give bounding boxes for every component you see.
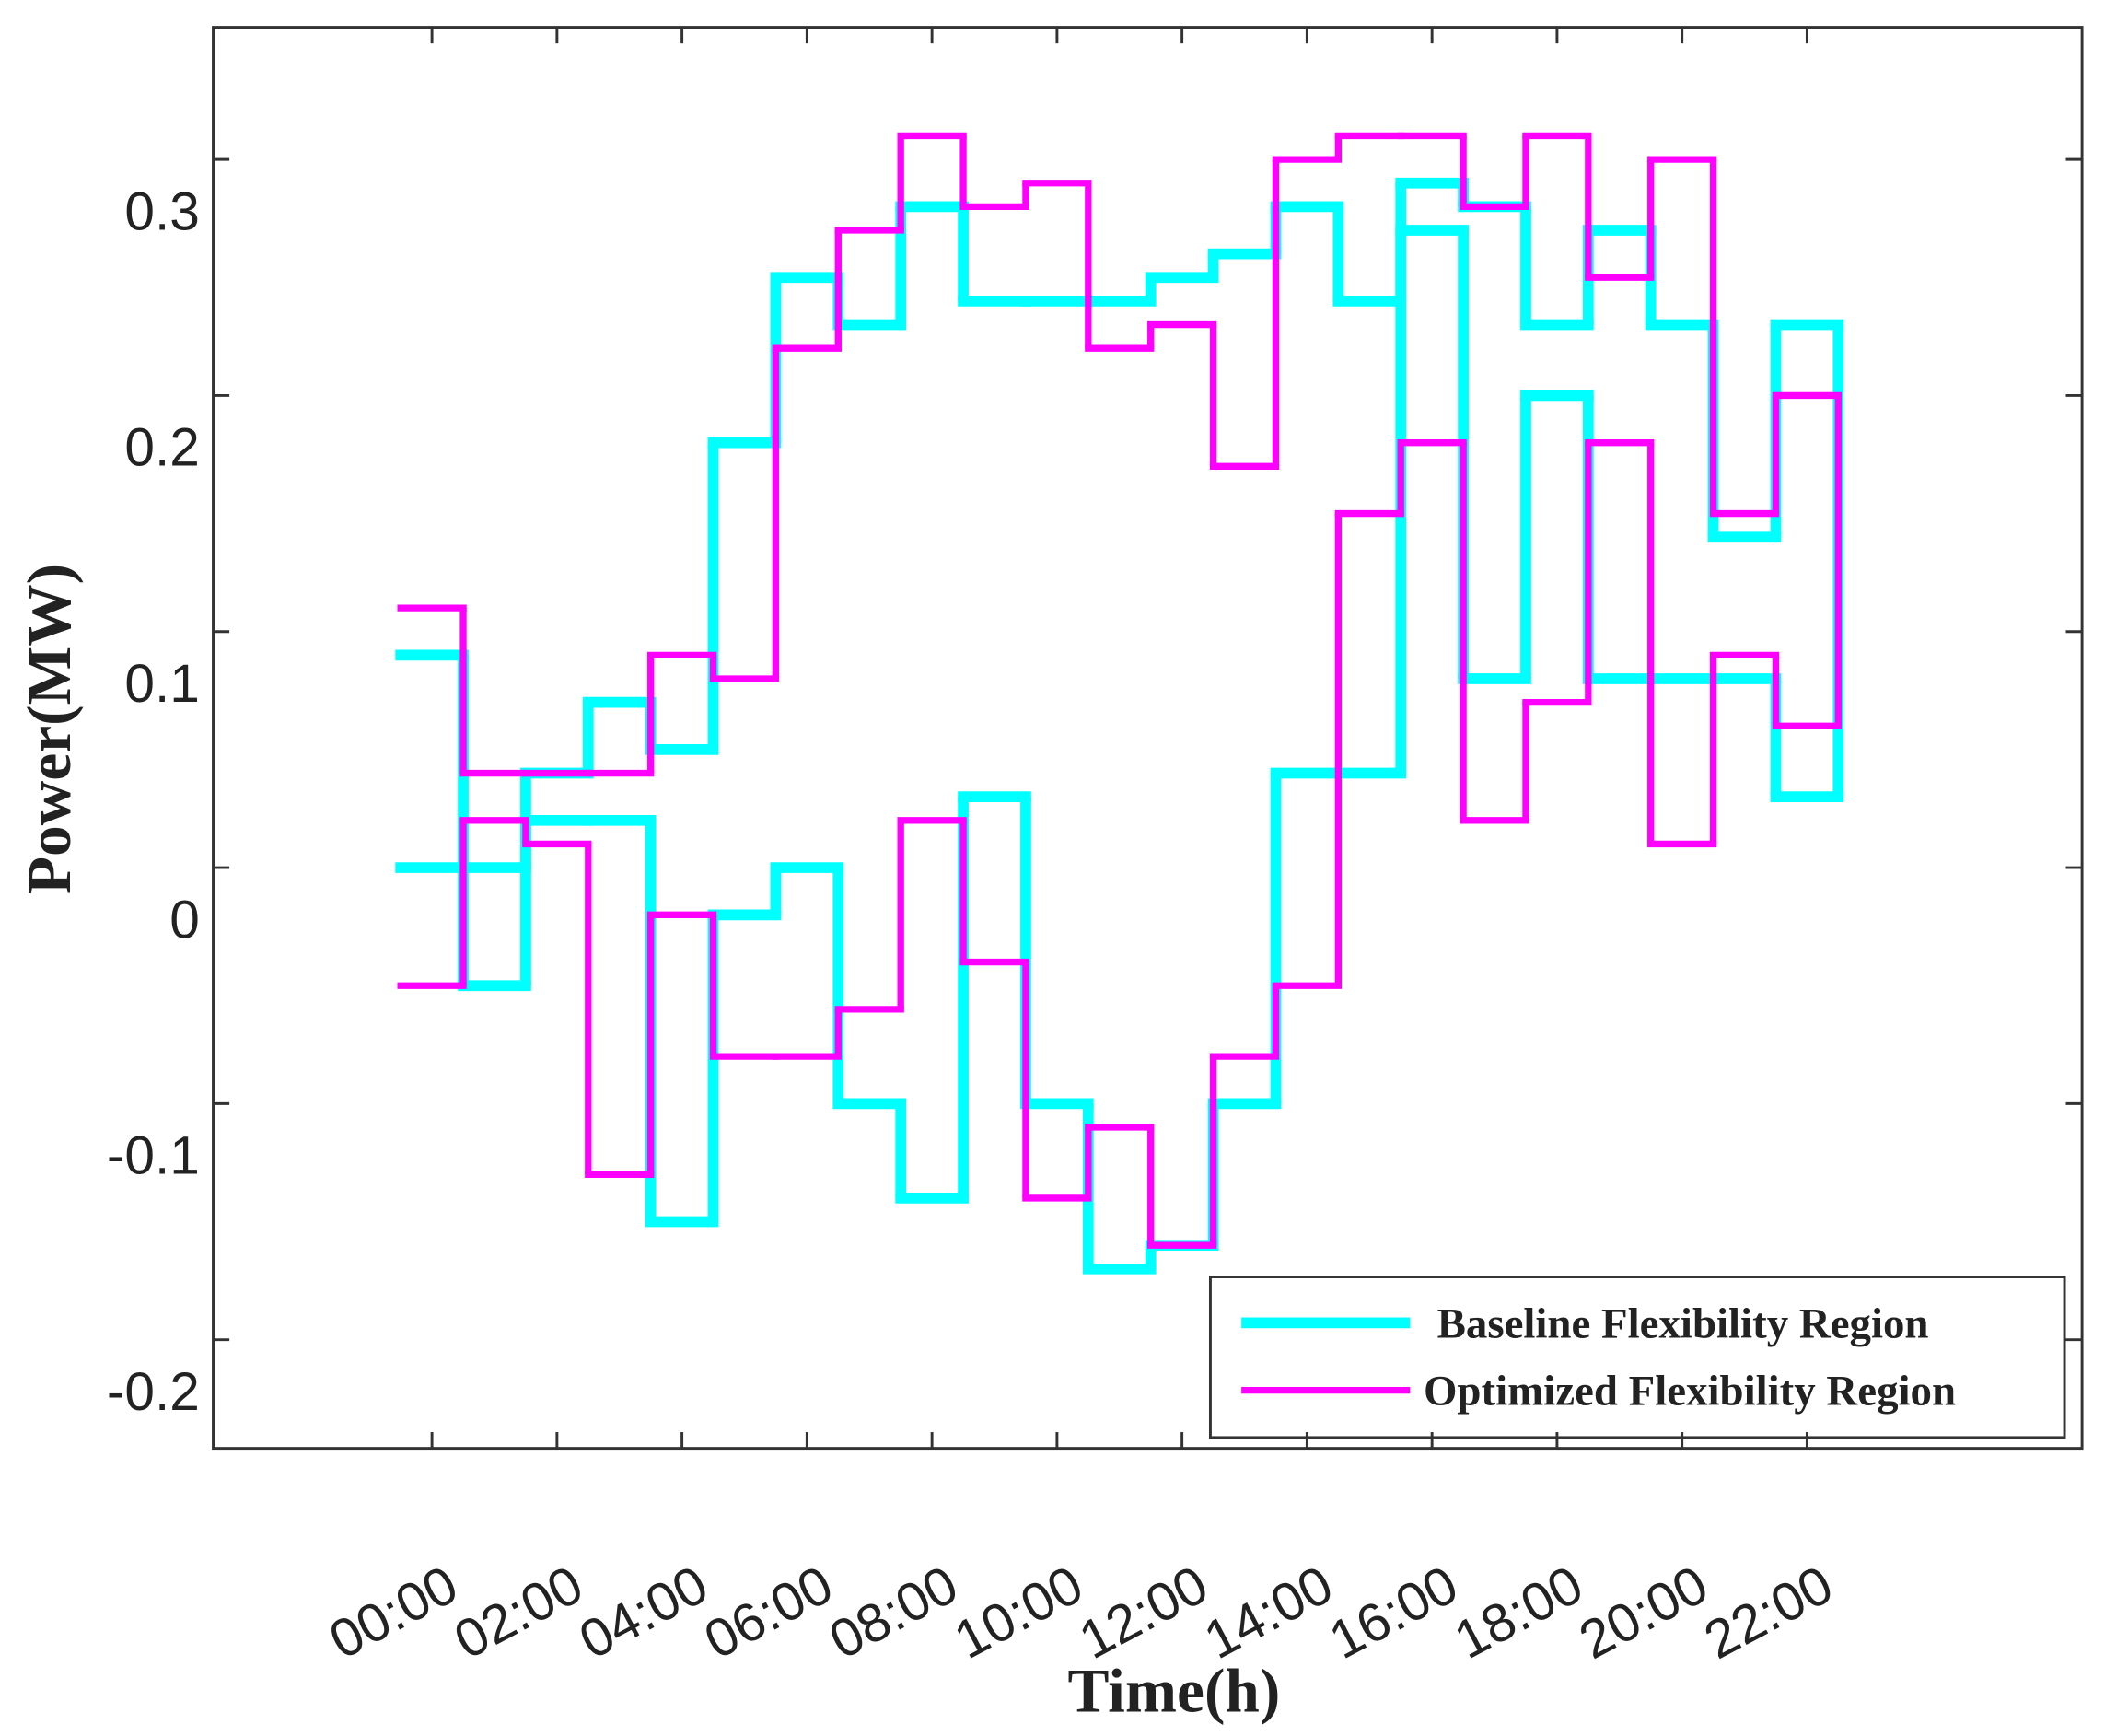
y-tick-label: 0.3 [124, 181, 199, 241]
x-tick-label: 04:00 [570, 1555, 717, 1671]
legend-label: Optimized Flexibility Region [1424, 1368, 1956, 1416]
x-tick-label: 06:00 [695, 1555, 843, 1671]
x-tick-label: 16:00 [1320, 1555, 1467, 1671]
y-tick-label: 0 [169, 890, 200, 950]
y-tick-label: -0.2 [107, 1362, 200, 1422]
x-tick-label: 00:00 [320, 1555, 467, 1671]
x-tick-label: 10:00 [945, 1555, 1092, 1671]
x-axis-title: Time(h) [1067, 1656, 1280, 1725]
x-tick-label: 12:00 [1070, 1555, 1217, 1671]
y-tick-label: -0.1 [107, 1126, 200, 1186]
plot-frame [212, 26, 2084, 1451]
legend-label: Baseline Flexibility Region [1437, 1299, 1929, 1347]
y-tick-label: 0.2 [124, 418, 199, 478]
y-tick-label: 0.1 [124, 654, 199, 714]
y-axis-title: Power(MW) [15, 564, 84, 894]
x-tick-label: 22:00 [1695, 1555, 1843, 1671]
x-tick-label: 14:00 [1195, 1555, 1343, 1671]
legend-box [1208, 1276, 2066, 1439]
x-tick-label: 20:00 [1570, 1555, 1717, 1671]
x-tick-label: 18:00 [1445, 1555, 1592, 1671]
x-tick-label: 02:00 [445, 1555, 592, 1671]
x-tick-label: 08:00 [820, 1555, 967, 1671]
plot-marks [395, 132, 1844, 1275]
